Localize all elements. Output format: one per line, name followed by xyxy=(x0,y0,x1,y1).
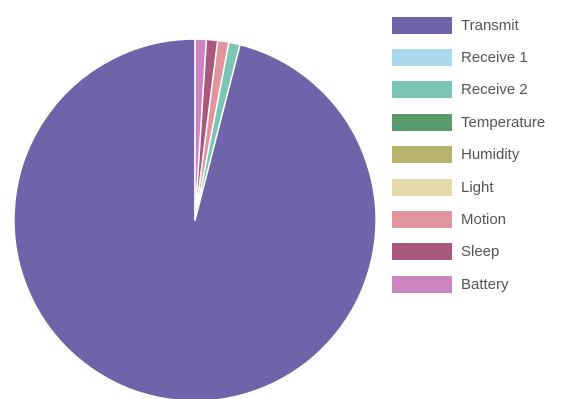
legend-swatch-receive-1 xyxy=(392,49,452,67)
legend-label-receive-2: Receive 2 xyxy=(461,81,528,99)
legend-item-light[interactable]: Light xyxy=(392,171,545,203)
legend-swatch-light xyxy=(392,178,452,196)
legend-swatch-sleep xyxy=(392,243,452,261)
legend-swatch-receive-2 xyxy=(392,81,452,99)
legend-item-transmit[interactable]: Transmit xyxy=(392,9,545,41)
legend-item-sleep[interactable]: Sleep xyxy=(392,236,545,268)
legend-label-battery: Battery xyxy=(461,275,509,293)
pie-plot-area xyxy=(13,38,377,399)
legend-label-transmit: Transmit xyxy=(461,16,519,34)
legend-item-humidity[interactable]: Humidity xyxy=(392,139,545,171)
legend-item-temperature[interactable]: Temperature xyxy=(392,106,545,138)
legend-item-receive-2[interactable]: Receive 2 xyxy=(392,74,545,106)
legend-swatch-motion xyxy=(392,211,452,229)
legend-swatch-humidity xyxy=(392,146,452,164)
pie-slice-battery[interactable] xyxy=(194,38,208,221)
legend-item-motion[interactable]: Motion xyxy=(392,203,545,235)
legend: Transmit Receive 1 Receive 2 Temperature Hum… xyxy=(392,9,545,301)
pie-slices xyxy=(13,38,377,399)
legend-label-motion: Motion xyxy=(461,211,507,229)
legend-label-sleep: Sleep xyxy=(461,243,500,261)
legend-item-receive-1[interactable]: Receive 1 xyxy=(392,41,545,73)
legend-label-light: Light xyxy=(461,178,494,196)
legend-item-battery[interactable]: Battery xyxy=(392,268,545,300)
legend-swatch-battery xyxy=(392,275,452,293)
legend-swatch-transmit xyxy=(392,16,452,34)
legend-label-receive-1: Receive 1 xyxy=(461,49,528,67)
legend-swatch-temperature xyxy=(392,113,452,131)
legend-label-temperature: Temperature xyxy=(461,113,546,131)
legend-label-humidity: Humidity xyxy=(461,146,520,164)
